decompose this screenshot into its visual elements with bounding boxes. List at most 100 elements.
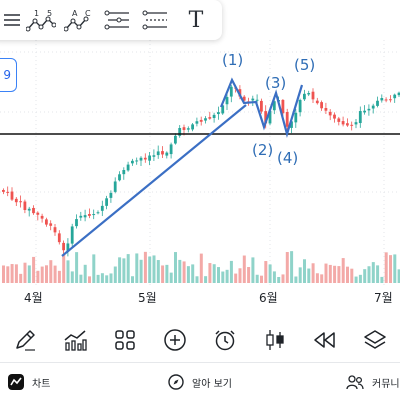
volume-bar [49,260,53,283]
fib-levels-icon [104,10,129,30]
fib-extension-tool[interactable] [136,0,174,40]
candle-body [32,207,35,214]
plus-circle-icon [164,329,186,351]
candle-body [389,99,392,101]
text-tool[interactable]: T [174,0,218,40]
candle-body [221,105,225,114]
wave-label-2: (2) [252,141,273,159]
layers-button[interactable] [359,324,391,356]
volume-bar [156,260,160,283]
volume-bar [350,268,354,283]
volume-bar [212,264,216,283]
wave-abc-tool[interactable]: A C [60,0,98,40]
candle-body [272,101,276,111]
candle-body [315,100,319,104]
volume-bar [260,275,263,283]
candle-body [23,201,27,211]
indicators-button[interactable] [59,324,91,356]
nav-explore[interactable]: 알아 보기 [168,374,232,390]
volume-bar [354,276,358,283]
candle-body [337,118,341,122]
month-label-jun: 6월 [259,291,278,305]
nav-chart-label: 차트 [32,378,51,390]
chart-grid [0,40,400,285]
draw-button[interactable] [9,324,41,356]
volume-bar [36,270,40,283]
candle-body [260,100,263,112]
volume-bar [199,253,203,283]
nav-community[interactable]: 커뮤니티 [346,374,400,390]
candle-body [45,219,48,225]
volume-bar [333,265,337,283]
month-label-may: 5월 [138,291,157,305]
volume-bar [126,254,130,283]
candle-body [135,160,139,162]
candle-body [139,157,143,161]
candle-body [255,99,259,101]
volume-bar [139,259,143,283]
candle-body [380,98,384,101]
nav-divider [0,362,400,363]
volume-bar [285,252,289,283]
volume-bar [186,266,190,283]
layouts-button[interactable] [109,324,141,356]
candle-body [199,119,203,122]
candle-body [371,105,375,109]
drawing-toolbar: 1 5 A C [0,0,222,40]
hamburger-icon [4,14,20,26]
volume-bar [204,276,208,283]
nav-chart[interactable]: 차트 [8,374,50,390]
wave-tool-label-end: 5 [47,9,52,18]
candle-body [88,214,91,216]
elliott-wave-path[interactable] [219,77,304,138]
candle-body [324,108,328,111]
menu-button[interactable] [0,0,22,40]
trend-line[interactable] [61,104,247,257]
rewind-icon [314,332,335,348]
add-button[interactable] [159,324,191,356]
volume-bar [298,267,302,283]
candle-body [311,91,315,100]
volume-bar [341,258,345,283]
fib-retracement-tool[interactable] [98,0,136,40]
candlesticks [2,84,400,257]
volume-bar [294,276,298,283]
alert-button[interactable] [209,324,241,356]
price-chart[interactable]: (1) (2) (3) (4) (5) 4월 5월 6월 7월 [0,40,400,310]
pencil-icon [16,330,35,351]
volume-bar [62,254,66,283]
nav-explore-label: 알아 보기 [192,378,232,390]
candle-body [285,112,289,127]
candle-body [161,151,164,155]
volume-bar [96,274,100,283]
candle-body [10,191,14,200]
candle-body [195,121,199,124]
wave-12345-tool[interactable]: 1 5 [22,0,60,40]
volume-bar [66,260,70,283]
volume-bar [337,266,341,283]
volume-bar [238,268,242,283]
volume-bar [242,255,246,283]
candle-body [191,124,194,130]
candle-body [320,102,323,109]
time-axis: 4월 5월 6월 7월 [24,291,393,305]
candle-body [217,112,220,115]
volume-bar [53,265,57,283]
volume-bar [384,252,388,283]
abc-tool-label-start: A [72,9,78,18]
chart-type-button[interactable] [259,324,291,356]
volume-bar [225,269,229,283]
volume-bar [376,265,380,283]
candle-body [100,205,104,211]
price-value-tag[interactable]: 9 [0,58,17,92]
volume-bar [251,257,255,283]
candle-body [122,169,126,175]
candle-body [268,110,272,124]
wave-numbers-icon: 1 5 [26,9,56,32]
candle-body [229,86,233,97]
candle-body [281,99,285,114]
volume-bar [358,274,362,283]
replay-button[interactable] [309,324,341,356]
volume-bar [131,276,134,283]
volume-bar [281,274,285,283]
